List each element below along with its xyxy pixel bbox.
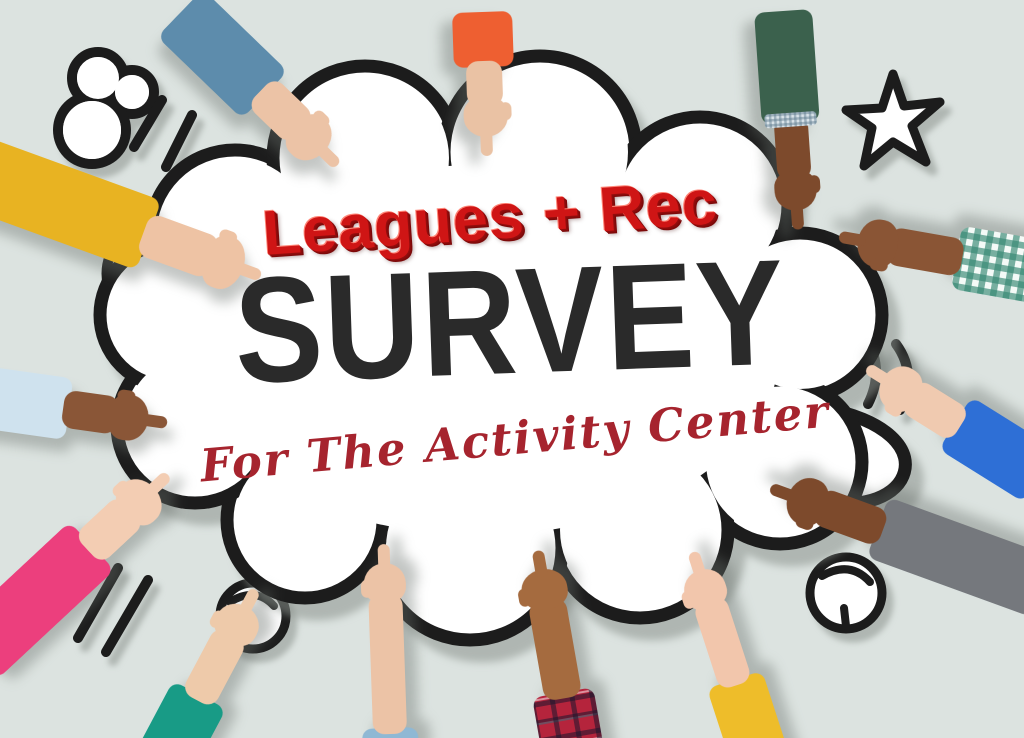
poster-title: SURVEY [231,227,789,415]
sleeve [950,225,1024,304]
arm-right-gingham [838,208,1024,304]
finger [480,128,494,157]
sleeve [0,365,74,440]
finger [531,549,549,579]
arm-top-orange [452,10,516,157]
arm-bottom-denim-cuff [356,543,420,738]
scribble-circle-bottom-right-icon [805,552,887,634]
star-doodle [841,69,945,171]
pointing-hand [462,96,509,157]
speed-lines-top-left-icon [129,95,197,172]
finger [377,543,391,572]
pointing-hand [105,392,168,444]
puff-cloud-doodle [53,47,159,169]
sleeve [452,10,514,69]
sleeve [754,8,820,125]
finger [139,413,168,429]
forearm [368,593,407,735]
finger [768,482,798,504]
speed-lines-bottom-left-icon [73,563,153,657]
arm-right-blue [863,352,1024,503]
finger [313,142,342,170]
arm-bottom-plaid [510,549,611,738]
forearm [528,596,582,702]
arm-bottom-yellow [671,550,798,738]
finger [144,470,173,498]
pointing-hand [363,543,407,604]
finger [687,550,708,580]
arm-left-lightblue [0,365,168,451]
